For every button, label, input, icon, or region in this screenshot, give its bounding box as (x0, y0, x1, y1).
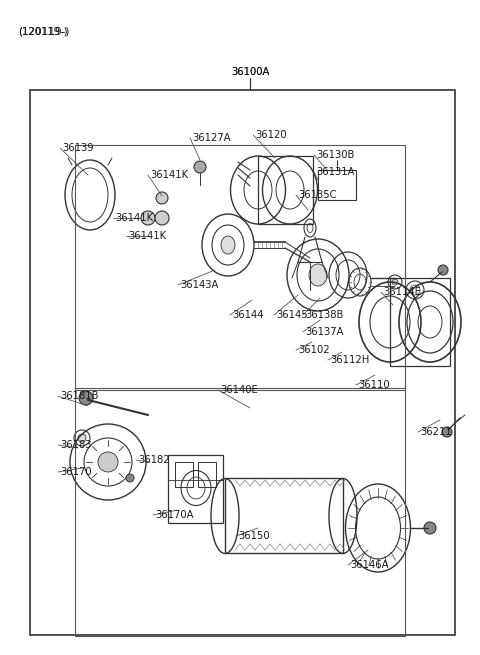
Text: 36170A: 36170A (155, 510, 193, 520)
Text: 36150: 36150 (238, 531, 270, 541)
Circle shape (438, 265, 448, 275)
Bar (198, 462, 216, 487)
Text: 36143A: 36143A (180, 280, 218, 290)
Text: 36211: 36211 (420, 427, 452, 437)
Bar (75, 145, 405, 390)
Circle shape (155, 211, 169, 225)
Text: (120119-): (120119-) (18, 26, 70, 36)
Circle shape (424, 522, 436, 534)
Circle shape (126, 474, 134, 482)
Circle shape (392, 279, 398, 285)
Text: 36182: 36182 (138, 455, 169, 465)
Text: 36140E: 36140E (220, 385, 258, 395)
Text: 36127A: 36127A (192, 133, 230, 143)
Circle shape (442, 427, 452, 437)
Text: 36141K: 36141K (150, 170, 188, 180)
Text: 36145: 36145 (276, 310, 308, 320)
Bar (75, 388, 405, 636)
Text: 36110: 36110 (358, 380, 390, 390)
Text: 36135C: 36135C (298, 190, 336, 200)
Circle shape (78, 434, 86, 442)
Text: 36146A: 36146A (350, 560, 388, 570)
Ellipse shape (221, 236, 235, 254)
Bar (168, 455, 223, 523)
Text: 36100A: 36100A (231, 67, 269, 77)
Bar (318, 170, 356, 200)
Circle shape (194, 161, 206, 173)
Circle shape (141, 211, 155, 225)
Text: 36102: 36102 (298, 345, 330, 355)
Text: 36144: 36144 (232, 310, 264, 320)
Bar (390, 278, 450, 366)
Circle shape (156, 192, 168, 204)
Text: 36183: 36183 (60, 440, 92, 450)
Text: 36139: 36139 (62, 143, 94, 153)
Text: 36130B: 36130B (316, 150, 354, 160)
Circle shape (79, 391, 93, 405)
Ellipse shape (309, 264, 327, 286)
Text: 36181B: 36181B (60, 391, 98, 401)
Bar (30, 90, 455, 635)
Text: 36137A: 36137A (305, 327, 344, 337)
Bar (258, 156, 313, 224)
Text: 36141K: 36141K (115, 213, 153, 223)
Text: 36100A: 36100A (231, 67, 269, 77)
Text: 36170: 36170 (60, 467, 92, 477)
Text: 36138B: 36138B (305, 310, 343, 320)
Text: 36114E: 36114E (383, 287, 421, 297)
Bar (175, 462, 193, 487)
Text: 36131A: 36131A (316, 167, 355, 177)
Text: 36112H: 36112H (330, 355, 369, 365)
Text: 36141K: 36141K (128, 231, 166, 241)
Text: (120119-): (120119-) (18, 26, 68, 36)
Text: 36120: 36120 (255, 130, 287, 140)
Bar (225, 478, 343, 553)
Circle shape (98, 452, 118, 472)
